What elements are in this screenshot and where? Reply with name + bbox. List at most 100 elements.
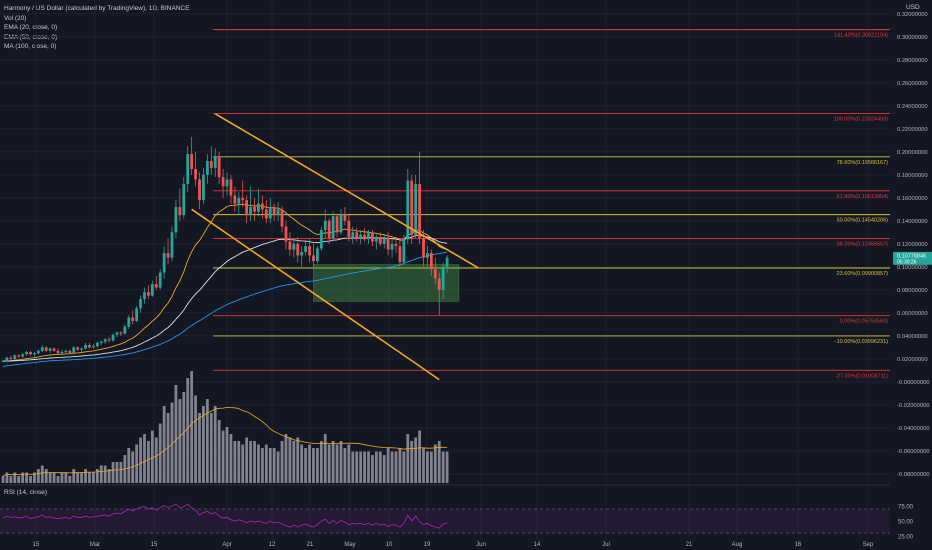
volume-bar [445, 451, 449, 483]
candle-body [170, 232, 174, 258]
time-tick: 21 [307, 542, 314, 548]
fib-label: 50.00%(0.14540206) [837, 218, 889, 224]
candle-body [359, 234, 363, 239]
candle-body [158, 272, 162, 288]
price-axis[interactable]: 0.32000000 0.30000000 0.28000000 0.26000000… [893, 12, 932, 478]
candle-body [44, 347, 48, 351]
volume-bar [194, 395, 197, 483]
volume-bar [316, 448, 319, 483]
volume-bar [292, 441, 296, 483]
candle-body [339, 213, 343, 233]
candle-body [103, 339, 107, 342]
volume-bar [91, 472, 95, 483]
volume-bar [422, 448, 425, 483]
candle-body [437, 278, 441, 290]
grid [0, 0, 890, 540]
price-tick: 0.12000000 [897, 242, 928, 248]
candle-body [426, 253, 429, 258]
candle-body [154, 284, 158, 288]
candle-body [319, 230, 323, 249]
price-tick: -0.00000000 [897, 380, 930, 386]
volume-bar [312, 448, 315, 483]
candle-body [264, 209, 268, 219]
volume-bar [76, 472, 80, 483]
candle-body [253, 207, 256, 212]
candle-body [166, 253, 170, 258]
volume-bar [135, 444, 139, 483]
candle-body [95, 342, 99, 347]
candle-body [56, 350, 60, 354]
volume-bar [253, 441, 256, 483]
ma100-line [2, 251, 448, 368]
candle-body [284, 226, 288, 242]
candle-body [40, 347, 44, 351]
candle-body [398, 246, 402, 263]
fib-levels: 141.40%(0.30621194) 100.00%(0.23324493) 78… [213, 29, 890, 379]
candle-body [91, 346, 95, 348]
demand-zone [313, 264, 460, 302]
candle-body [386, 238, 390, 250]
candle-body [355, 232, 359, 239]
price-tick: 0.32000000 [897, 12, 928, 18]
candle-body [241, 197, 245, 201]
candle-body [107, 339, 111, 341]
candle-body [323, 220, 327, 231]
candle-body [249, 207, 252, 216]
volume-bar [48, 472, 52, 483]
volume-bar [343, 448, 347, 483]
volume-bar [52, 472, 56, 483]
candle-body [351, 232, 355, 237]
indicator-vol[interactable]: Vol (20) [4, 14, 27, 22]
rsi-tick: 25.00 [898, 535, 914, 541]
volume-bar [402, 451, 406, 483]
candle-body [131, 317, 135, 321]
price-tick: 0.24000000 [897, 104, 928, 110]
indicator-ema20[interactable]: EMA (20, close, 0) [4, 24, 58, 31]
volume-bar [437, 441, 441, 483]
volume-bar [264, 444, 268, 483]
price-tick: 0.30000000 [897, 35, 928, 41]
candle-body [80, 348, 83, 350]
candle-body [143, 292, 146, 300]
time-axis[interactable]: 15 Mar 15 Apr 12 21 May 10 19 Jun 14 Jul 21 Aug 16 Sep [33, 542, 874, 548]
candle-body [123, 326, 127, 334]
candle-body [312, 255, 315, 262]
candle-body [88, 345, 91, 348]
candle-body [296, 243, 300, 256]
volume-bar [225, 427, 229, 483]
volume-bar [406, 434, 410, 483]
candle-body [84, 345, 87, 349]
volume-bar [276, 451, 280, 483]
time-tick: 15 [33, 542, 40, 548]
volume-bar [21, 472, 25, 483]
volume-ma-line [2, 406, 448, 477]
volume-bar [178, 399, 182, 483]
volume-bar [154, 437, 158, 483]
candle-body [115, 332, 119, 335]
chart-title: Harmony / US Dollar (calculated by Tradi… [4, 5, 190, 12]
volume-bar [190, 371, 194, 483]
volume-bar [433, 444, 437, 483]
volume-bar [13, 472, 17, 483]
candle-body [225, 179, 229, 187]
candle-body [343, 213, 347, 221]
candle-body [135, 308, 139, 321]
volume-bar [280, 441, 284, 483]
fib-label: 0.00%(0.05753560) [840, 319, 888, 325]
volume-bar [249, 441, 252, 483]
volume-bar [414, 437, 418, 483]
volume-bar [68, 476, 72, 483]
volume-bar [60, 472, 64, 483]
candle-body [237, 197, 241, 204]
descending-channel [191, 113, 479, 381]
price-tick: 0.28000000 [897, 58, 928, 64]
candle-body [272, 207, 276, 216]
candle-body [445, 257, 449, 267]
candle-body [433, 269, 437, 279]
rsi-label[interactable]: RSI (14, close) [4, 489, 47, 496]
volume-bar [308, 444, 311, 483]
candle-body [209, 161, 213, 168]
indicator-ma100[interactable]: MA (100, close, 0) [4, 43, 57, 50]
volume-bar [115, 462, 119, 483]
